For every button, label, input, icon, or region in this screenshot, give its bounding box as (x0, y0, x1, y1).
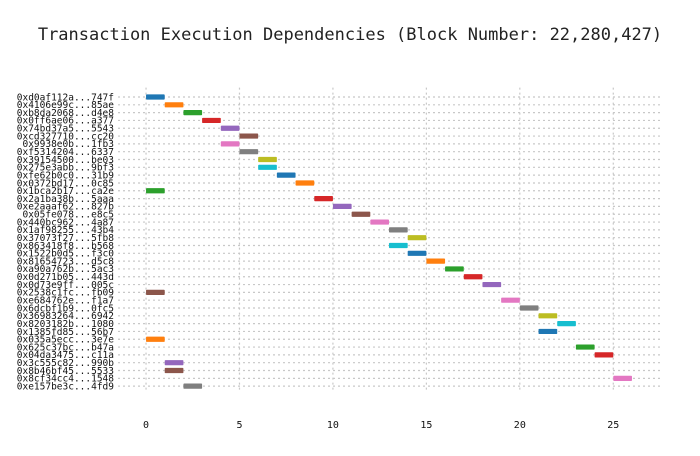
task-bar (594, 352, 614, 358)
task-bar (258, 156, 277, 163)
task-bar (445, 266, 464, 272)
y-tick-label: 0x36983264...6942 (17, 311, 114, 322)
task-bar (276, 172, 296, 178)
task-bar (146, 336, 165, 342)
y-tick-label: 0xe157be3c...4fd9 (17, 381, 115, 392)
task-bar (463, 274, 483, 280)
chart-title: Transaction Execution Dependencies (Bloc… (38, 25, 662, 45)
task-bar (239, 149, 259, 155)
x-tick-label: 25 (607, 420, 619, 431)
y-tick-label: 0x0ff6ae06...a377 (17, 116, 114, 127)
task-bar (202, 117, 221, 124)
y-tick-label: 0x1522b0d5...f3c0 (17, 249, 115, 260)
y-tick-label: 0x37073f27...5fb8 (17, 233, 115, 244)
y-tick-label: 0x8b46bf45...5533 (17, 366, 114, 377)
x-tick-label: 5 (236, 420, 242, 431)
task-bar (557, 321, 576, 327)
y-tick-label: 0xe2aaaf62...827b (17, 202, 115, 213)
y-tick-label: 0xcd327710...cc20 (17, 131, 115, 142)
y-tick-label: 0x81654723...d5c8 (17, 256, 115, 267)
y-tick-label: 0x625c37bc...b47a (17, 342, 114, 353)
task-bar (538, 328, 558, 335)
y-tick-label: 0x863418f8...b568 (17, 241, 115, 252)
y-tick-label: 0x74bd37a5...5543 (17, 124, 114, 135)
y-tick-label: 0x275e3abb...9bf3 (17, 163, 114, 174)
x-tick-label: 0 (143, 420, 149, 431)
y-tick-label: 0xfe62b0c0...31b9 (17, 170, 115, 181)
y-tick-label: 0x440bc962...4a87 (17, 217, 114, 228)
x-tick-label: 15 (420, 420, 432, 431)
y-tick-label: 0x2538c1fc...fb09 (17, 288, 115, 299)
task-bar (146, 188, 165, 194)
task-bar (183, 110, 203, 116)
x-tick-label: 20 (514, 420, 526, 431)
task-bar (575, 344, 595, 350)
task-bar (519, 305, 539, 311)
task-bar (613, 375, 632, 381)
task-bars (146, 94, 632, 389)
y-tick-label: 0x2a1ba38b...5aaa (17, 194, 114, 205)
task-bar (407, 235, 427, 241)
task-bar (220, 141, 240, 147)
task-bar (295, 180, 315, 186)
x-axis-tick-labels: 0 5 10 15 20 25 (143, 420, 619, 431)
y-tick-label: 0x1af98255...43b4 (17, 225, 115, 236)
y-tick-label: 0x0d271b05...443d (17, 272, 114, 283)
task-bar (501, 297, 520, 303)
y-tick-label: 0x8203182b...1080 (17, 319, 115, 330)
y-tick-label: 0x4106e99c...85ae (17, 100, 115, 111)
task-bar (239, 133, 259, 139)
y-tick-label: 0x39154500...be03 (17, 155, 114, 166)
y-tick-label: 0x0d73e9ff...005c (17, 280, 114, 291)
y-tick-label: 0xa90a762b...5ac3 (17, 264, 114, 275)
task-bar (332, 203, 352, 210)
y-axis-tick-labels: 0xd0af112a...747f0x4106e99c...85ae0xb8da… (17, 92, 115, 392)
y-tick-label: 0x1bca2b17...ca2e (17, 186, 115, 197)
y-tick-label: 0x035a5ecc...3e7e (17, 335, 115, 346)
task-bar (389, 242, 408, 249)
task-bar (351, 211, 371, 217)
y-tick-label: 0x05fe078...e8c5 (22, 210, 114, 221)
y-tick-label: 0xd0af112a...747f (17, 92, 114, 103)
task-bar (370, 219, 389, 225)
y-tick-label: 0x0372bd17...0c85 (17, 178, 114, 189)
gridlines (118, 87, 660, 391)
y-tick-label: 0xf5314204...6337 (17, 147, 114, 158)
task-bar (220, 125, 240, 131)
task-bar (146, 94, 165, 100)
task-bar (164, 360, 184, 366)
task-bar (426, 258, 446, 264)
y-tick-label: 0x3c555c82...990b (17, 358, 115, 369)
task-bar (407, 250, 427, 256)
y-tick-label: 0x8cf34cc4...1548 (17, 374, 115, 385)
task-bar (146, 289, 165, 295)
y-tick-label: 0x1385fd85...56b7 (17, 327, 114, 338)
x-tick-label: 10 (327, 420, 339, 431)
task-bar (314, 195, 333, 202)
task-bar (258, 164, 277, 170)
task-bar (183, 383, 203, 389)
y-tick-label: 0xe684762e...f1a7 (17, 295, 114, 306)
task-bar (389, 227, 408, 233)
y-tick-label: 0x6dcbf1b9...0fc5 (17, 303, 114, 314)
task-bar (482, 281, 502, 288)
task-bar (164, 102, 184, 108)
y-tick-label: 0x04da3475...c11a (17, 350, 114, 361)
task-bar (164, 367, 184, 374)
y-tick-label: 0xb8da2068...d4e8 (17, 108, 115, 119)
task-bar (538, 313, 558, 319)
y-tick-label: 0x9938e0b...1fb3 (22, 139, 114, 150)
